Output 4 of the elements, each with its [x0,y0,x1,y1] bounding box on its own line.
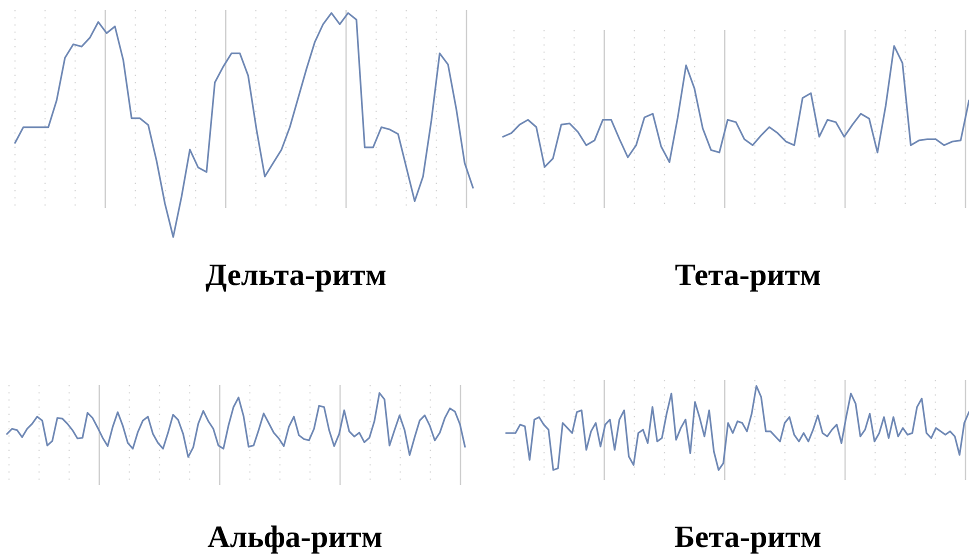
text: Бета-ритм [674,519,822,554]
text: Тета-ритм [674,257,822,292]
text: Дельта-ритм [206,257,386,292]
text: Альфа-ритм [208,519,382,554]
